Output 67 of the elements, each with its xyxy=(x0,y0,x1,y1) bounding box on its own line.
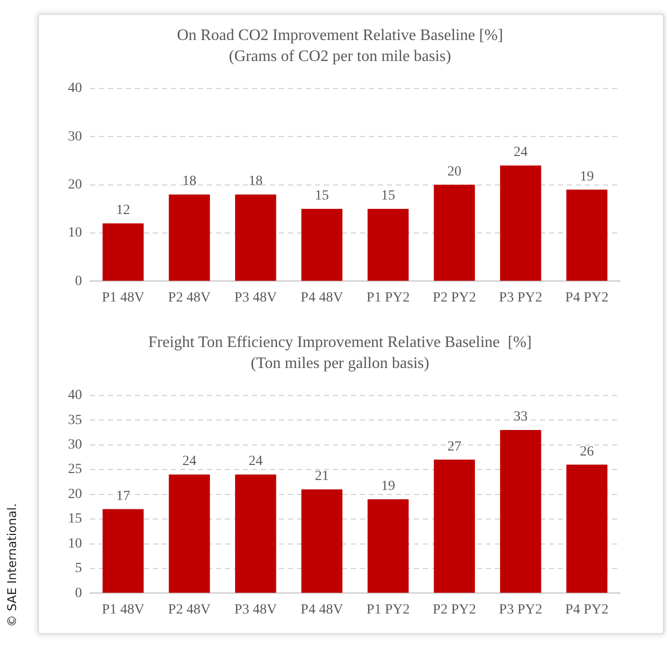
x-tick-label: P1 PY2 xyxy=(366,602,410,618)
bar xyxy=(500,430,542,593)
data-label: 19 xyxy=(381,478,396,494)
data-label: 12 xyxy=(116,203,130,218)
data-label: 19 xyxy=(580,169,594,184)
y-tick-label: 40 xyxy=(68,81,82,96)
y-tick-label: 0 xyxy=(75,274,82,289)
y-tick-label: 20 xyxy=(68,486,82,502)
bar xyxy=(168,474,210,593)
bar xyxy=(368,208,409,281)
bar xyxy=(500,166,542,281)
x-tick-label: P4 48V xyxy=(300,602,344,618)
data-label: 21 xyxy=(314,469,329,484)
x-tick-label: P2 PY2 xyxy=(432,290,476,306)
y-tick-label: 5 xyxy=(75,561,82,576)
chart-subtitle: (Grams of CO2 per ton mile basis) xyxy=(228,48,452,66)
bar xyxy=(168,194,210,281)
bar xyxy=(235,194,276,281)
data-label: 18 xyxy=(248,174,263,190)
x-tick-label: P4 PY2 xyxy=(565,602,608,618)
data-label: 24 xyxy=(182,454,196,470)
y-tick-label: 25 xyxy=(68,462,82,478)
data-label: 15 xyxy=(314,188,329,204)
bar xyxy=(301,489,342,593)
data-label: 20 xyxy=(447,164,462,180)
bar xyxy=(102,223,144,281)
y-tick-label: 20 xyxy=(68,177,82,192)
bar xyxy=(235,474,276,593)
bar xyxy=(102,509,144,593)
y-tick-label: 30 xyxy=(68,438,82,453)
chart-title: On Road CO2 Improvement Relative Baseline [%] xyxy=(176,26,504,44)
bar xyxy=(566,190,608,281)
bar xyxy=(434,184,475,281)
y-tick-label: 35 xyxy=(68,412,82,428)
bar xyxy=(301,208,342,281)
chart-subtitle: (Ton miles per gallon basis) xyxy=(250,355,430,372)
data-label: 26 xyxy=(580,444,594,460)
x-tick-label: P1 PY2 xyxy=(366,290,410,306)
x-tick-label: P2 PY2 xyxy=(432,602,476,618)
data-label: 33 xyxy=(514,410,528,425)
data-label: 24 xyxy=(248,454,263,470)
x-tick-label: P1 48V xyxy=(102,290,144,306)
bar xyxy=(566,464,608,593)
x-tick-label: P3 48V xyxy=(234,602,277,618)
x-tick-label: P2 48V xyxy=(168,602,211,618)
x-tick-label: P3 48V xyxy=(234,290,277,306)
chart-title: Freight Ton Efficiency Improvement Relative Baseline [%] xyxy=(148,334,532,351)
y-tick-label: 40 xyxy=(68,388,82,404)
y-tick-label: 0 xyxy=(75,586,82,601)
x-tick-label: P4 PY2 xyxy=(565,290,608,306)
x-tick-label: P1 48V xyxy=(102,602,144,618)
y-tick-label: 10 xyxy=(68,226,82,241)
x-tick-label: P3 PY2 xyxy=(499,602,542,618)
bar xyxy=(368,499,409,593)
x-tick-label: P2 48V xyxy=(168,290,211,306)
y-tick-label: 15 xyxy=(68,512,82,527)
y-tick-label: 10 xyxy=(68,536,82,552)
y-tick-label: 30 xyxy=(68,129,82,144)
data-label: 18 xyxy=(182,174,196,190)
data-label: 24 xyxy=(514,145,528,160)
data-label: 15 xyxy=(381,188,396,204)
data-label: 17 xyxy=(116,488,130,504)
x-tick-label: P3 PY2 xyxy=(499,290,542,306)
bar xyxy=(434,460,475,593)
x-tick-label: P4 48V xyxy=(300,290,344,306)
data-label: 27 xyxy=(447,439,462,454)
text: © SAE International. xyxy=(5,502,19,627)
